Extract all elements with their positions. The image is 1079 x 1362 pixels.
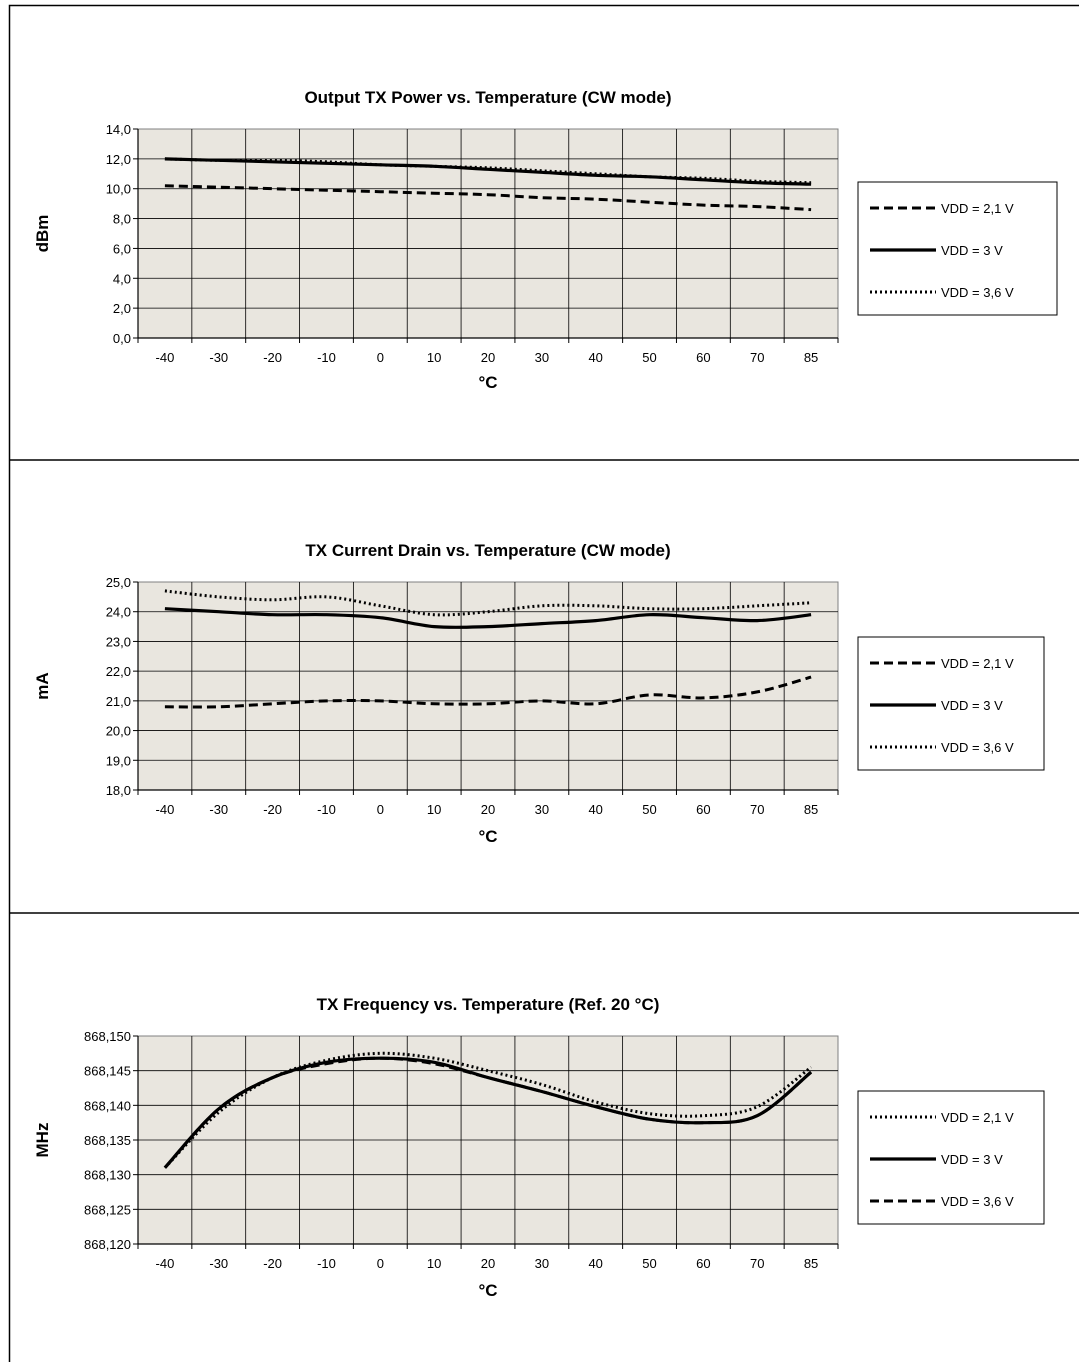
series-line-3 xyxy=(164,589,812,617)
plot-area xyxy=(137,581,839,791)
chart-title: TX Frequency vs. Temperature (Ref. 20 °C… xyxy=(317,995,660,1014)
x-tick-label: 20 xyxy=(481,802,495,817)
y-tick-label: 20,0 xyxy=(106,724,131,739)
x-tick-label: 10 xyxy=(427,350,441,365)
series-line-2 xyxy=(164,157,812,186)
x-tick-label: 10 xyxy=(427,1256,441,1271)
x-tick-label: 40 xyxy=(588,802,602,817)
y-tick-label: 6,0 xyxy=(113,241,131,256)
x-tick-label: 20 xyxy=(481,350,495,365)
y-tick-label: 868,130 xyxy=(84,1168,131,1183)
x-tick-label: -30 xyxy=(209,1256,228,1271)
chart-panel-3: TX Frequency vs. Temperature (Ref. 20 °C… xyxy=(33,995,1045,1300)
legend-label: VDD = 2,1 V xyxy=(941,656,1014,671)
x-tick-label: -40 xyxy=(156,1256,175,1271)
plot-area xyxy=(137,128,839,339)
series-line-1 xyxy=(163,1051,812,1169)
legend-label: VDD = 3 V xyxy=(941,1152,1003,1167)
x-axis-label: °C xyxy=(478,1281,497,1300)
legend-label: VDD = 3 V xyxy=(941,243,1003,258)
x-tick-label: 40 xyxy=(588,350,602,365)
x-tick-label: 10 xyxy=(427,802,441,817)
y-axis-label: dBm xyxy=(33,215,52,253)
y-tick-label: 868,150 xyxy=(84,1029,131,1044)
legend-label: VDD = 3,6 V xyxy=(941,740,1014,755)
x-tick-label: 50 xyxy=(642,1256,656,1271)
y-tick-label: 10,0 xyxy=(106,182,131,197)
y-tick-label: 868,120 xyxy=(84,1237,131,1252)
x-tick-label: -40 xyxy=(156,350,175,365)
x-tick-label: 60 xyxy=(696,802,710,817)
y-tick-label: 8,0 xyxy=(113,212,131,227)
x-tick-label: 30 xyxy=(535,802,549,817)
x-tick-label: 85 xyxy=(804,1256,818,1271)
y-tick-label: 868,125 xyxy=(84,1202,131,1217)
x-tick-label: -30 xyxy=(209,350,228,365)
legend-label: VDD = 3,6 V xyxy=(941,1194,1014,1209)
legend-label: VDD = 2,1 V xyxy=(941,201,1014,216)
x-tick-label: 50 xyxy=(642,350,656,365)
y-tick-label: 2,0 xyxy=(113,301,131,316)
series-line-2 xyxy=(164,607,812,629)
y-tick-label: 22,0 xyxy=(106,664,131,679)
chart-panel-1: Output TX Power vs. Temperature (CW mode… xyxy=(33,88,1058,392)
y-tick-label: 18,0 xyxy=(106,783,131,798)
x-tick-label: -10 xyxy=(317,1256,336,1271)
x-tick-label: 0 xyxy=(377,802,384,817)
x-tick-label: -20 xyxy=(263,350,282,365)
y-tick-label: 21,0 xyxy=(106,694,131,709)
x-tick-label: 20 xyxy=(481,1256,495,1271)
x-tick-label: -20 xyxy=(263,1256,282,1271)
x-tick-label: 60 xyxy=(696,350,710,365)
y-tick-label: 23,0 xyxy=(106,634,131,649)
y-tick-label: 868,135 xyxy=(84,1133,131,1148)
x-tick-label: 85 xyxy=(804,802,818,817)
legend-label: VDD = 3,6 V xyxy=(941,285,1014,300)
y-axis-label: MHz xyxy=(33,1123,52,1158)
y-tick-label: 12,0 xyxy=(106,152,131,167)
x-tick-label: -20 xyxy=(263,802,282,817)
series-line-3 xyxy=(163,1056,813,1169)
series-line-1 xyxy=(164,184,812,212)
x-tick-label: 60 xyxy=(696,1256,710,1271)
x-tick-label: -40 xyxy=(156,802,175,817)
x-tick-label: -30 xyxy=(209,802,228,817)
y-tick-label: 25,0 xyxy=(106,575,131,590)
y-tick-label: 24,0 xyxy=(106,605,131,620)
chart-title: TX Current Drain vs. Temperature (CW mod… xyxy=(305,541,670,560)
chart-title: Output TX Power vs. Temperature (CW mode… xyxy=(304,88,671,107)
x-tick-label: 30 xyxy=(535,350,549,365)
y-tick-label: 868,140 xyxy=(84,1098,131,1113)
legend: VDD = 2,1 V VDD = 3 V VDD = 3,6 V xyxy=(857,181,1058,316)
y-tick-label: 14,0 xyxy=(106,122,131,137)
x-tick-label: 0 xyxy=(377,350,384,365)
x-tick-label: 85 xyxy=(804,350,818,365)
x-axis-label: °C xyxy=(478,373,497,392)
y-tick-label: 868,145 xyxy=(84,1064,131,1079)
legend-label: VDD = 3 V xyxy=(941,698,1003,713)
x-axis-label: °C xyxy=(478,827,497,846)
x-tick-label: 40 xyxy=(588,1256,602,1271)
x-tick-label: 70 xyxy=(750,802,764,817)
chart-panel-2: TX Current Drain vs. Temperature (CW mod… xyxy=(33,541,1045,846)
y-tick-label: 0,0 xyxy=(113,331,131,346)
legend: VDD = 2,1 V VDD = 3 V VDD = 3,6 V xyxy=(857,1090,1045,1225)
x-tick-label: 50 xyxy=(642,802,656,817)
legend-label: VDD = 2,1 V xyxy=(941,1110,1014,1125)
x-tick-label: 30 xyxy=(535,1256,549,1271)
x-tick-label: 70 xyxy=(750,1256,764,1271)
legend: VDD = 2,1 V VDD = 3 V VDD = 3,6 V xyxy=(857,636,1045,771)
x-tick-label: 0 xyxy=(377,1256,384,1271)
x-tick-label: -10 xyxy=(317,350,336,365)
y-tick-label: 19,0 xyxy=(106,753,131,768)
x-tick-label: 70 xyxy=(750,350,764,365)
y-tick-label: 4,0 xyxy=(113,271,131,286)
series-line-1 xyxy=(164,675,812,709)
y-axis-label: mA xyxy=(33,672,52,699)
x-tick-label: -10 xyxy=(317,802,336,817)
